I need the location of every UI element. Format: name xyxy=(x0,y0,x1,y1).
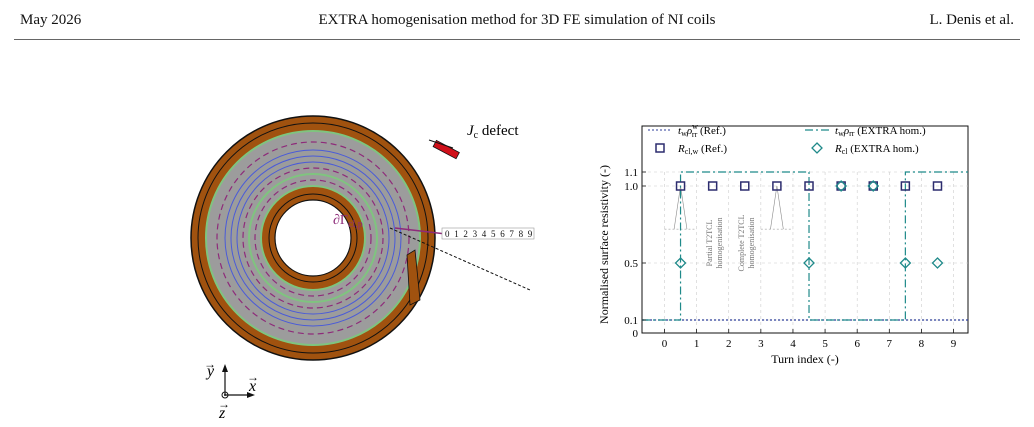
annotations: Partial T2TCL homogenisation Complete T2TC… xyxy=(664,185,793,271)
legend-sample-2 xyxy=(655,143,665,153)
running-header-title: EXTRA homogenisation method for 3D FE si… xyxy=(318,12,716,28)
x-tick-label-5: 5 xyxy=(822,338,828,350)
bracket-arrow-1a xyxy=(770,185,778,230)
y-axis-title: Normalised surface resistivity (-) xyxy=(597,165,611,324)
x-tick-label-6: 6 xyxy=(854,338,860,350)
series-extra_line xyxy=(642,171,968,321)
annotation-0-line2: homogenisation xyxy=(715,217,724,268)
x-axis-title: Turn index (-) xyxy=(771,352,839,366)
y-tick-label-1.1: 1.1 xyxy=(624,167,638,179)
x-tick-label-2: 2 xyxy=(726,338,732,350)
ref-square-marker xyxy=(772,181,782,191)
annotation-1: Complete T2TCL xyxy=(737,214,746,271)
extra-diamond-marker xyxy=(931,257,944,269)
grid-lines xyxy=(642,171,968,333)
coil-rings xyxy=(190,115,535,361)
outer-ring-line xyxy=(197,122,429,354)
series-layer xyxy=(642,171,968,321)
plot-border xyxy=(641,125,969,334)
y-tick-label-0.1: 0.1 xyxy=(624,315,638,327)
x-vector-arrow: → xyxy=(247,370,259,384)
z-vector-arrow: → xyxy=(218,397,230,411)
turn-number-6: 6 xyxy=(500,229,505,239)
bracket-arrow-1b xyxy=(776,185,784,230)
legend-label-0: twρw rr (Ref.) xyxy=(678,122,726,139)
extra-diamond-marker xyxy=(674,257,687,269)
turn-number-7: 7 xyxy=(509,229,514,239)
extra-diamond-marker xyxy=(899,257,912,269)
legend: twρw rr (Ref.) twρrr (EXTRA hom.) Rcl,w (Re… xyxy=(648,122,926,156)
bracket-arrow-0b xyxy=(680,185,688,230)
turn-number-2: 2 xyxy=(463,229,468,239)
legend-label-3: Rcl (EXTRA hom.) xyxy=(834,143,919,156)
running-header-date: May 2026 xyxy=(20,12,82,28)
x-tick-label-9: 9 xyxy=(951,338,957,350)
z-axis-label: z xyxy=(218,405,226,422)
ref-square-marker xyxy=(707,181,718,191)
y-tick-label-0.5: 0.5 xyxy=(624,258,638,270)
turn-number-1: 1 xyxy=(454,229,459,239)
axes-triad: y → x → z → xyxy=(204,357,259,422)
ref-square-marker xyxy=(804,181,814,191)
defect-leader-line xyxy=(428,139,454,149)
plot-frame xyxy=(641,125,969,334)
y-vector-arrow: → xyxy=(204,357,216,371)
header-rule xyxy=(14,39,1020,40)
turn-number-8: 8 xyxy=(519,229,524,239)
x-tick-label-0: 0 xyxy=(662,338,668,350)
y-tick-label-0: 0 xyxy=(633,328,639,340)
turn-line xyxy=(236,161,390,315)
legend-label-1: twρrr (EXTRA hom.) xyxy=(835,125,926,138)
dashed-outer xyxy=(216,141,410,335)
defect-label: Jc defect xyxy=(467,123,519,141)
turn-number-5: 5 xyxy=(491,229,496,239)
dashed-inner xyxy=(254,179,372,297)
axis-ticks: 0 1 2 3 4 5 6 7 8 900.10.51.01.1 xyxy=(624,167,957,350)
dashed-mid xyxy=(242,167,384,309)
x-tick-label-8: 8 xyxy=(919,338,925,350)
y-axis-label: y xyxy=(205,363,215,380)
extra-diamond-marker xyxy=(835,180,848,192)
ref-square-marker xyxy=(900,181,911,191)
bracket-arrow-0a xyxy=(673,185,681,230)
legend-label-2: Rcl,w (Ref.) xyxy=(677,143,727,156)
turn-number-0: 0 xyxy=(445,229,450,239)
turn-line xyxy=(224,149,402,327)
ref-square-marker xyxy=(740,181,750,191)
extra-diamond-marker xyxy=(803,257,815,269)
bore xyxy=(274,199,352,277)
y-tick-label-1.0: 1.0 xyxy=(624,181,638,193)
turn-line xyxy=(230,155,396,321)
turn-number-4: 4 xyxy=(482,229,487,239)
turn-number-3: 3 xyxy=(473,229,478,239)
resistivity-chart: Partial T2TCL homogenisation Complete T2TC… xyxy=(597,122,969,366)
turn-number-strip xyxy=(441,227,535,240)
inner-ring-line xyxy=(268,193,358,283)
legend-sample-3 xyxy=(811,142,823,154)
turn-number-9: 9 xyxy=(528,229,533,239)
x-tick-label-7: 7 xyxy=(887,338,893,350)
x-tick-label-4: 4 xyxy=(790,338,796,350)
running-header-authors: L. Denis et al. xyxy=(929,12,1014,28)
annotation-0: Partial T2TCL xyxy=(705,220,714,267)
boundary-label: ∂Γcl,p xyxy=(333,213,363,230)
spiral-lead xyxy=(406,249,421,306)
ref-square-marker xyxy=(836,181,846,191)
x-tick-label-3: 3 xyxy=(758,338,764,350)
ref-square-marker xyxy=(675,181,686,191)
ref-square-marker xyxy=(868,181,879,191)
annotation-1-line2: homogenisation xyxy=(747,217,756,268)
ref-square-marker xyxy=(932,181,943,191)
x-axis-label: x xyxy=(248,378,256,395)
extra-diamond-marker xyxy=(867,180,880,192)
cut-line xyxy=(389,227,531,291)
x-tick-label-1: 1 xyxy=(694,338,700,350)
